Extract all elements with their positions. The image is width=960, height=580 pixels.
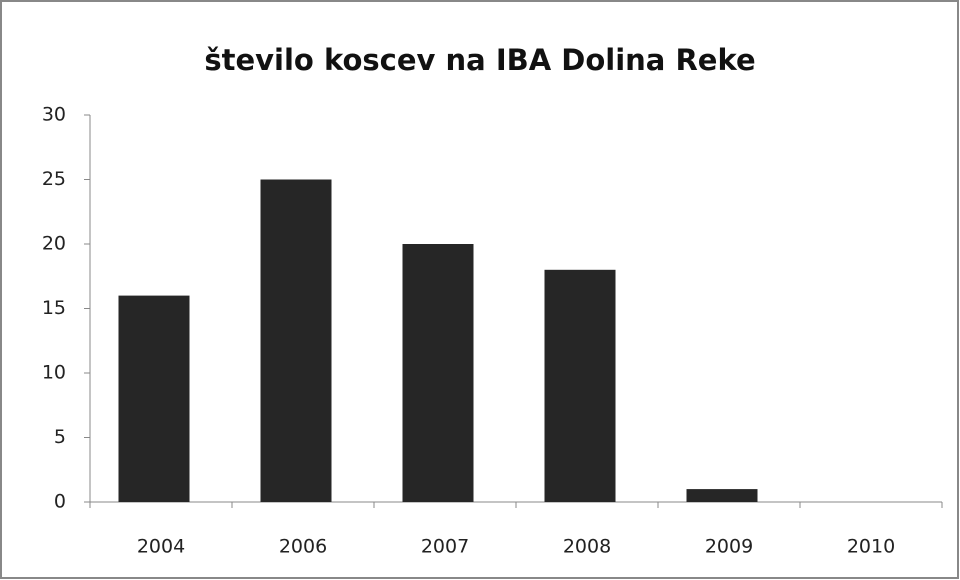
y-tick-label: 0 [54, 491, 66, 513]
x-tick-label: 2009 [705, 536, 753, 558]
x-tick-label: 2006 [279, 536, 327, 558]
y-tick-label: 25 [42, 168, 66, 190]
chart-title: število koscev na IBA Dolina Reke [204, 43, 755, 77]
x-tick-label: 2007 [421, 536, 469, 558]
x-tick-label: 2008 [563, 536, 611, 558]
bar [402, 244, 474, 502]
x-tick-label: 2010 [847, 536, 895, 558]
y-tick-label: 20 [42, 233, 66, 255]
y-tick-label: 30 [42, 104, 66, 126]
bar [118, 295, 190, 502]
y-tick-label: 15 [42, 297, 66, 319]
bar [260, 179, 332, 502]
bar [686, 489, 758, 502]
y-tick-label: 10 [42, 362, 66, 384]
bar [544, 269, 616, 502]
y-tick-label: 5 [54, 426, 66, 448]
x-tick-label: 2004 [137, 536, 185, 558]
